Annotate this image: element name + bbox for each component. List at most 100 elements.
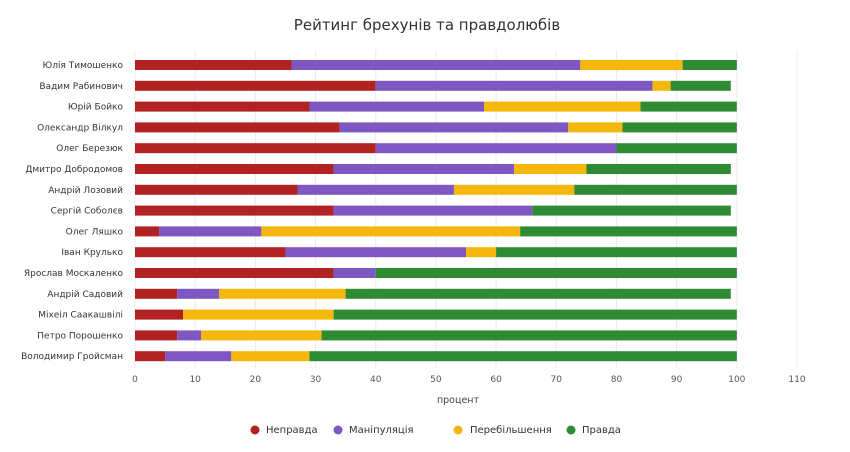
bar-segment[interactable] [375,80,653,91]
bar-segment[interactable] [177,288,220,299]
bar-segment[interactable] [135,309,184,320]
bar-segment[interactable] [333,205,533,216]
bar-segment[interactable] [231,351,310,362]
bar-segment[interactable] [135,351,166,362]
bars [135,60,737,362]
bar-segment[interactable] [345,288,731,299]
x-axis-title: процент [437,395,480,406]
bar-segment[interactable] [261,226,521,237]
category-label: Дмитро Добродомов [25,165,123,175]
x-tick-label: 50 [430,375,442,385]
bar-segment[interactable] [586,164,731,174]
x-tick-label: 100 [728,375,745,385]
legend-swatch [453,425,463,435]
bar-segment[interactable] [453,184,575,195]
bar-segment[interactable] [183,309,334,320]
bar-segment[interactable] [135,164,334,174]
bar-segment[interactable] [297,184,454,195]
bar-segment[interactable] [580,60,683,70]
category-label: Олег Березюк [56,144,123,154]
bar-segment[interactable] [135,184,298,195]
bar-segment[interactable] [682,60,737,70]
legend-label: Неправда [266,425,318,436]
bar-segment[interactable] [135,226,160,237]
category-labels: Юлія Тимошенко Вадим Рабинович Юрій Бойко О… [21,61,123,362]
category-label: Юрій Бойко [68,103,124,113]
bar-segment[interactable] [574,184,737,195]
category-label: Юлія Тимошенко [43,61,124,71]
bar-segment[interactable] [622,122,737,133]
bar-segment[interactable] [333,268,376,278]
x-tick-label: 20 [250,375,262,385]
bar-segment[interactable] [135,268,334,278]
bar-segment[interactable] [135,330,178,341]
bar-segment[interactable] [135,122,340,133]
bar-segment[interactable] [652,80,671,91]
bar-segment[interactable] [165,351,232,362]
bar-segment[interactable] [640,101,737,112]
bar-segment[interactable] [135,205,334,216]
bar-segment[interactable] [339,122,569,133]
bar-segment[interactable] [219,288,346,299]
bar-segment[interactable] [135,101,310,112]
bar-segment[interactable] [285,247,466,258]
bar-segment[interactable] [568,122,623,133]
bar-segment[interactable] [514,164,587,174]
x-tick-label: 110 [788,375,805,385]
x-tick-label: 30 [310,375,322,385]
legend-label: Перебільшення [470,424,552,436]
bar-segment[interactable] [291,60,581,70]
bar-segment[interactable] [201,330,322,341]
legend-item[interactable]: Неправда [250,425,318,436]
x-tick-label: 90 [671,375,683,385]
legend-item[interactable]: Правда [566,425,621,436]
bar-segment[interactable] [177,330,202,341]
legend-swatch [250,425,260,435]
bar-segment[interactable] [135,143,376,154]
legend[interactable]: Неправда Маніпуляція Перебільшення Правда [250,424,621,436]
bar-segment[interactable] [375,143,617,154]
bar-segment[interactable] [375,268,737,278]
legend-label: Маніпуляція [349,424,414,436]
bar-segment[interactable] [496,247,737,258]
x-tick-label: 40 [370,375,382,385]
x-tick-label: 0 [132,375,138,385]
legend-swatch [333,425,343,435]
bar-segment[interactable] [309,101,485,112]
bar-segment[interactable] [159,226,262,237]
bar-segment[interactable] [309,351,737,362]
legend-item[interactable]: Перебільшення [453,424,552,436]
bar-segment[interactable] [532,205,731,216]
bar-segment[interactable] [135,80,376,91]
category-label: Андрій Лозовий [48,186,123,196]
bar-segment[interactable] [333,164,515,174]
category-label: Міхеіл Саакашвілі [38,311,123,321]
legend-swatch [566,425,576,435]
legend-label: Правда [582,425,621,436]
x-tick-label: 10 [189,375,201,385]
category-label: Вадим Рабинович [39,82,123,92]
bar-segment[interactable] [135,60,292,70]
bar-segment[interactable] [321,330,737,341]
category-label: Олександр Вілкул [37,123,123,133]
x-tick-label: 60 [490,375,502,385]
bar-segment[interactable] [616,143,737,154]
bar-segment[interactable] [520,226,737,237]
legend-item[interactable]: Маніпуляція [333,424,414,436]
category-label: Петро Порошенко [37,331,123,341]
x-tick-label: 70 [551,375,563,385]
bar-segment[interactable] [466,247,497,258]
category-label: Олег Ляшко [66,227,124,237]
bar-segment[interactable] [135,247,286,258]
bar-segment[interactable] [135,288,178,299]
bar-segment[interactable] [670,80,731,91]
bar-segment[interactable] [484,101,641,112]
category-label: Ярослав Москаленко [24,269,124,279]
category-label: Іван Крулько [61,248,123,258]
category-label: Володимир Гройсман [21,352,123,362]
x-tick-labels: 0 10 20 30 40 50 60 70 80 90 100 110 [132,375,806,385]
bar-segment[interactable] [333,309,737,320]
category-label: Андрій Садовий [47,290,123,300]
